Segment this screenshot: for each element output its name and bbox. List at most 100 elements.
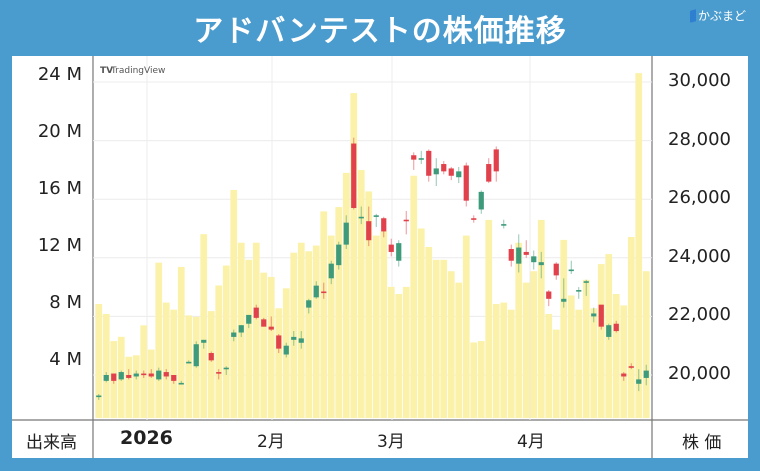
price-tick-label: 28,000: [668, 128, 731, 150]
candle: [568, 260, 574, 274]
candle: [508, 244, 514, 267]
candle: [96, 394, 102, 400]
candle: [456, 166, 462, 184]
candle: [238, 325, 244, 337]
volume-bar: [455, 282, 463, 418]
volume-bar: [260, 272, 268, 418]
volume-bar: [552, 329, 560, 418]
candle: [298, 331, 304, 349]
volume-bar: [582, 279, 590, 418]
candle: [621, 372, 627, 381]
volume-bar: [537, 219, 545, 418]
candle: [463, 162, 469, 207]
volume-bar: [305, 251, 313, 418]
candle: [433, 158, 439, 187]
candle: [141, 370, 147, 378]
candle: [351, 137, 357, 210]
volume-bar: [177, 266, 185, 418]
volume-bar: [297, 242, 305, 418]
candle: [576, 287, 582, 299]
price-tick-label: 26,000: [668, 187, 731, 209]
volume-bar: [402, 286, 410, 418]
volume-bar: [470, 342, 478, 418]
volume-bar: [612, 294, 620, 418]
volume-tick-label: 16 M: [37, 178, 82, 199]
candle: [283, 342, 289, 358]
volume-bar: [425, 247, 433, 418]
chart-panel: TradingView TV 4 M 8 M 12 M 16 M 20 M 24 M 20,0…: [12, 56, 748, 458]
candle: [396, 240, 402, 267]
volume-bar: [215, 285, 223, 418]
volume-bar: [200, 234, 208, 418]
candle: [448, 166, 454, 181]
price-tick-label: 20,000: [668, 363, 731, 384]
candle: [261, 317, 267, 327]
volume-bar: [365, 191, 373, 418]
candle: [358, 206, 364, 225]
candle: [381, 216, 387, 238]
volume-bar: [132, 355, 140, 418]
volume-bar: [230, 190, 238, 418]
candle: [636, 369, 642, 392]
volume-bar: [410, 175, 418, 418]
brand-logo: かぶまど: [689, 7, 746, 24]
volume-bar: [567, 295, 575, 418]
page-title: アドバンテストの株価推移: [193, 14, 567, 49]
volume-bar: [597, 264, 605, 418]
candle: [373, 213, 379, 228]
volume-bar: [417, 228, 425, 418]
candle: [553, 262, 559, 280]
price-tick-label: 30,000: [668, 70, 731, 91]
candle: [126, 369, 132, 380]
candle: [291, 331, 297, 346]
candle: [246, 314, 252, 329]
candle: [216, 369, 222, 380]
volume-bar: [635, 73, 643, 419]
price-tick-label: 22,000: [668, 304, 731, 326]
volume-bar: [522, 282, 530, 418]
candle: [208, 351, 214, 362]
volume-bar: [492, 304, 500, 418]
candle: [103, 372, 109, 383]
candle: [253, 304, 259, 320]
candle: [538, 251, 544, 279]
volume-tick-label: 4 M: [49, 349, 82, 370]
candle: [231, 329, 237, 342]
candle: [306, 298, 312, 314]
volume-bar: [440, 259, 448, 418]
volume-bar: [395, 294, 403, 418]
candle: [583, 279, 589, 296]
volume-tick-label: 20 M: [37, 121, 82, 142]
tradingview-logo-icon: TV: [100, 66, 113, 76]
candle: [628, 363, 634, 370]
candle: [223, 366, 229, 375]
volume-bar: [207, 311, 215, 418]
brand-name: かぶまど: [697, 9, 746, 23]
candle: [178, 380, 184, 385]
candle: [426, 149, 432, 182]
volume-bar: [507, 309, 515, 418]
volume-bar: [575, 309, 583, 418]
volume-tick-label: 24 M: [37, 64, 82, 85]
candle: [598, 304, 604, 330]
volume-bar: [185, 315, 193, 418]
candle: [156, 367, 162, 381]
candle: [501, 219, 507, 229]
candle: [471, 215, 477, 223]
volume-bar: [320, 211, 328, 418]
volume-bar: [162, 302, 170, 418]
volume-bar: [357, 170, 365, 418]
candle: [148, 369, 154, 378]
volume-bar: [530, 271, 538, 418]
candle: [111, 373, 117, 384]
candle: [613, 320, 619, 333]
volume-bar: [327, 235, 335, 418]
volume-bar: [312, 245, 320, 418]
candle: [201, 339, 207, 349]
candle: [343, 215, 349, 250]
candle: [523, 240, 529, 258]
candle: [276, 333, 282, 354]
volume-bar: [267, 276, 275, 418]
volume-bar: [545, 313, 553, 418]
